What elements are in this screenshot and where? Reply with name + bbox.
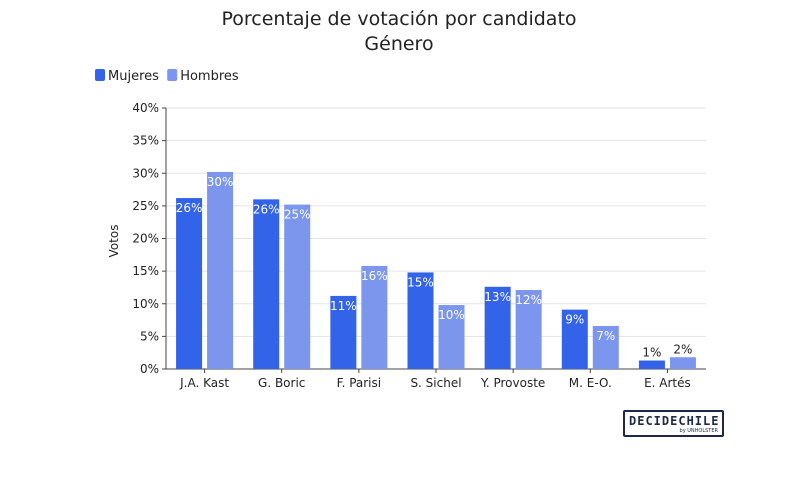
y-tick-label: 30% — [132, 166, 159, 180]
data-label: 1% — [642, 346, 661, 360]
legend: Mujeres Hombres — [95, 69, 239, 84]
legend-label-mujeres: Mujeres — [108, 69, 159, 84]
data-label: 30% — [207, 175, 234, 189]
y-axis: 0% 5% 10% 15% 20% 25% 30% 35% 40% — [132, 101, 167, 376]
y-tick-label: 20% — [132, 232, 159, 246]
bar-hombres — [669, 357, 696, 369]
bar-mujeres — [253, 199, 280, 369]
data-label: 9% — [565, 313, 584, 327]
y-tick-label: 10% — [132, 297, 159, 311]
data-label: 16% — [361, 269, 388, 283]
bar-hombres — [515, 290, 542, 369]
legend-label-hombres: Hombres — [180, 69, 239, 84]
data-label: 25% — [284, 208, 311, 222]
legend-swatch-hombres — [167, 69, 178, 81]
logo-subtext: by UNHOLSTER — [679, 428, 718, 434]
x-tick-label: S. Sichel — [410, 376, 461, 390]
bar-hombres — [592, 325, 619, 369]
bars: 26% 30% 26% 25% 11% 16% 15% 10% 13% 12% 9% 7% 1% 2% — [176, 171, 696, 369]
bar-hombres — [438, 305, 465, 369]
y-tick-label: 40% — [132, 101, 159, 115]
data-label: 2% — [673, 342, 692, 356]
y-tick-label: 25% — [132, 199, 159, 213]
x-tick-label: E. Artés — [644, 376, 691, 390]
y-axis-label: Votos — [107, 225, 121, 258]
data-label: 15% — [407, 275, 434, 289]
y-tick-label: 5% — [140, 329, 159, 343]
bar-mujeres — [176, 198, 203, 369]
legend-swatch-mujeres — [95, 69, 105, 81]
data-label: 13% — [484, 290, 511, 304]
bar-mujeres — [407, 272, 434, 369]
bar-mujeres — [561, 309, 588, 369]
data-label: 7% — [596, 329, 615, 343]
x-tick-label: F. Parisi — [337, 376, 382, 390]
bar-mujeres — [330, 295, 357, 369]
y-tick-label: 0% — [140, 362, 159, 376]
data-label: 10% — [438, 308, 465, 322]
data-label: 12% — [515, 293, 542, 307]
logo-text: DECIDECHILE — [629, 414, 720, 428]
data-label: 26% — [253, 202, 280, 216]
chart-title: Porcentaje de votación por candidato — [221, 8, 576, 30]
bar-mujeres — [484, 286, 511, 369]
bar-hombres — [284, 204, 311, 369]
y-tick-label: 15% — [132, 264, 159, 278]
data-label: 26% — [176, 201, 203, 215]
chart-subtitle: Género — [364, 33, 433, 55]
data-label: 11% — [330, 299, 357, 313]
x-tick-label: J.A. Kast — [179, 376, 229, 390]
bar-hombres — [207, 171, 234, 369]
x-tick-label: G. Boric — [258, 376, 305, 390]
gridlines — [166, 107, 706, 370]
bar-hombres — [361, 265, 388, 369]
x-axis: J.A. Kast G. Boric F. Parisi S. Sichel Y. Pr… — [179, 369, 691, 390]
x-tick-label: Y. Provoste — [480, 376, 545, 390]
x-tick-label: M. E-O. — [569, 376, 612, 390]
y-tick-label: 35% — [132, 134, 159, 148]
decidechile-logo: DECIDECHILE by UNHOLSTER — [623, 410, 724, 437]
bar-mujeres — [638, 360, 665, 369]
